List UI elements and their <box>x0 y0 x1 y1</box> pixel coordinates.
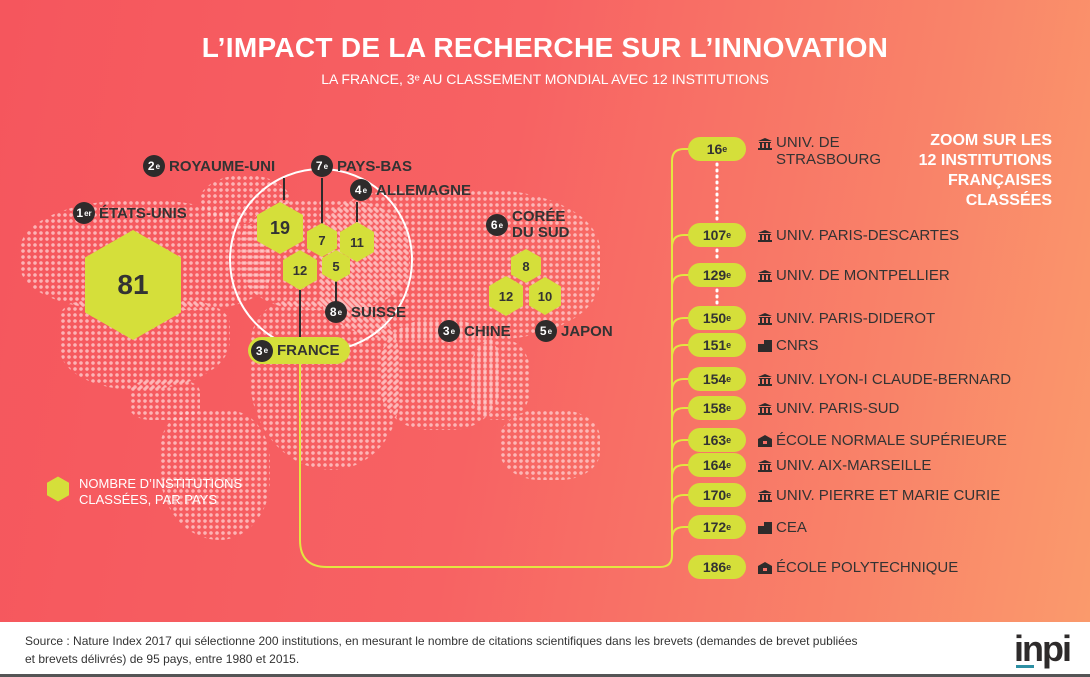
hex-netherlands: 7 <box>307 223 337 257</box>
institution-row: 172 e CEA <box>688 515 807 539</box>
university-icon <box>758 269 772 282</box>
label-netherlands: 7 e PAYS-BAS <box>311 155 412 177</box>
institution-name: UNIV. PARIS-SUD <box>776 399 900 417</box>
university-icon <box>758 229 772 242</box>
label-uk: 2 e ROYAUME-UNI <box>143 155 275 177</box>
rank-pill: 163 e <box>688 428 746 452</box>
factory-icon <box>758 521 772 534</box>
institution-row: 186 e ÉCOLE POLYTECHNIQUE <box>688 555 958 579</box>
connector-lines <box>299 148 690 568</box>
label-japan: 5 e JAPON <box>535 320 613 342</box>
university-icon <box>758 489 772 502</box>
source-text: Source : Nature Index 2017 qui sélection… <box>25 634 858 666</box>
institution-name: UNIV. DE MONTPELLIER <box>776 266 950 284</box>
school-icon <box>758 434 772 447</box>
ch-pointer <box>335 280 337 302</box>
label-switzerland: 8 e SUISSE <box>325 301 406 323</box>
institution-name: UNIV. AIX-MARSEILLE <box>776 456 932 474</box>
institution-row: 129 e UNIV. DE MONTPELLIER <box>688 263 950 287</box>
university-icon <box>758 402 772 415</box>
rank-pill: 164 e <box>688 453 746 477</box>
institution-name: UNIV. PIERRE ET MARIE CURIE <box>776 486 1001 504</box>
rank-pill: 151 e <box>688 333 746 357</box>
university-icon <box>758 312 772 325</box>
rank-pill: 158 e <box>688 396 746 420</box>
zoom-title: ZOOM SUR LES 12 INSTITUTIONS FRANÇAISES CLA… <box>918 132 1052 209</box>
university-icon <box>758 137 772 150</box>
institution-name: UNIV. LYON-I CLAUDE-BERNARD <box>776 370 1012 388</box>
institution-row: 150 e UNIV. PARIS-DIDEROT <box>688 306 935 330</box>
rank-pill: 16 e <box>688 137 746 161</box>
footer: Source : Nature Index 2017 qui sélection… <box>0 622 1090 677</box>
institution-name: ÉCOLE NORMALE SUPÉRIEURE <box>776 431 1007 449</box>
institution-name: CNRS <box>776 336 819 354</box>
label-germany: 4 e ALLEMAGNE <box>350 179 471 201</box>
institution-row: 154 e UNIV. LYON-I CLAUDE-BERNARD <box>688 367 1011 391</box>
institution-name: UNIV. DE STRASBOURG <box>776 134 882 168</box>
label-france: 3 e FRANCE <box>248 337 350 364</box>
university-icon <box>758 373 772 386</box>
nl-pointer <box>321 178 323 226</box>
legend-hexagon-icon <box>47 476 69 502</box>
legend-text: NOMBRE D’INSTITUTIONS CLASSÉES, PAR PAYS <box>79 476 243 507</box>
institution-row: 107 e UNIV. PARIS-DESCARTES <box>688 223 959 247</box>
rank-pill: 129 e <box>688 263 746 287</box>
institution-row: 164 e UNIV. AIX-MARSEILLE <box>688 453 931 477</box>
institution-name: ÉCOLE POLYTECHNIQUE <box>776 558 959 576</box>
institution-name: UNIV. PARIS-DESCARTES <box>776 226 960 244</box>
label-china: 3 e CHINE <box>438 320 511 342</box>
factory-icon <box>758 339 772 352</box>
university-icon <box>758 459 772 472</box>
institution-name: CEA <box>776 518 807 536</box>
page-subtitle: LA FRANCE, 3ᵉ AU CLASSEMENT MONDIAL AVEC… <box>321 71 769 87</box>
rank-pill: 154 e <box>688 367 746 391</box>
uk-pointer <box>283 178 285 200</box>
school-icon <box>758 561 772 574</box>
rank-pill: 150 e <box>688 306 746 330</box>
rank-badge: 1 er <box>73 202 95 224</box>
label-usa: 1 er ÉTATS-UNIS <box>73 202 187 224</box>
fr-pointer <box>299 290 301 337</box>
institution-row: 170 e UNIV. PIERRE ET MARIE CURIE <box>688 483 1000 507</box>
institution-row: 158 e UNIV. PARIS-SUD <box>688 396 899 420</box>
rank-pill: 172 e <box>688 515 746 539</box>
inpi-logo: inpi <box>1014 628 1072 669</box>
de-pointer <box>356 202 358 222</box>
rank-pill: 170 e <box>688 483 746 507</box>
rank-pill: 186 e <box>688 555 746 579</box>
institution-row: 16 e UNIV. DE STRASBOURG <box>688 134 881 168</box>
institution-row: 151 e CNRS <box>688 333 819 357</box>
infographic: L’IMPACT DE LA RECHERCHE SUR L’INNOVATIO… <box>0 0 1090 622</box>
rank-pill: 107 e <box>688 223 746 247</box>
label-south-korea: 6 e CORÉE DU SUD <box>486 209 570 241</box>
institution-name: UNIV. PARIS-DIDEROT <box>776 309 936 327</box>
page-title: L’IMPACT DE LA RECHERCHE SUR L’INNOVATIO… <box>201 32 889 63</box>
institution-row: 163 e ÉCOLE NORMALE SUPÉRIEURE <box>688 428 1007 452</box>
